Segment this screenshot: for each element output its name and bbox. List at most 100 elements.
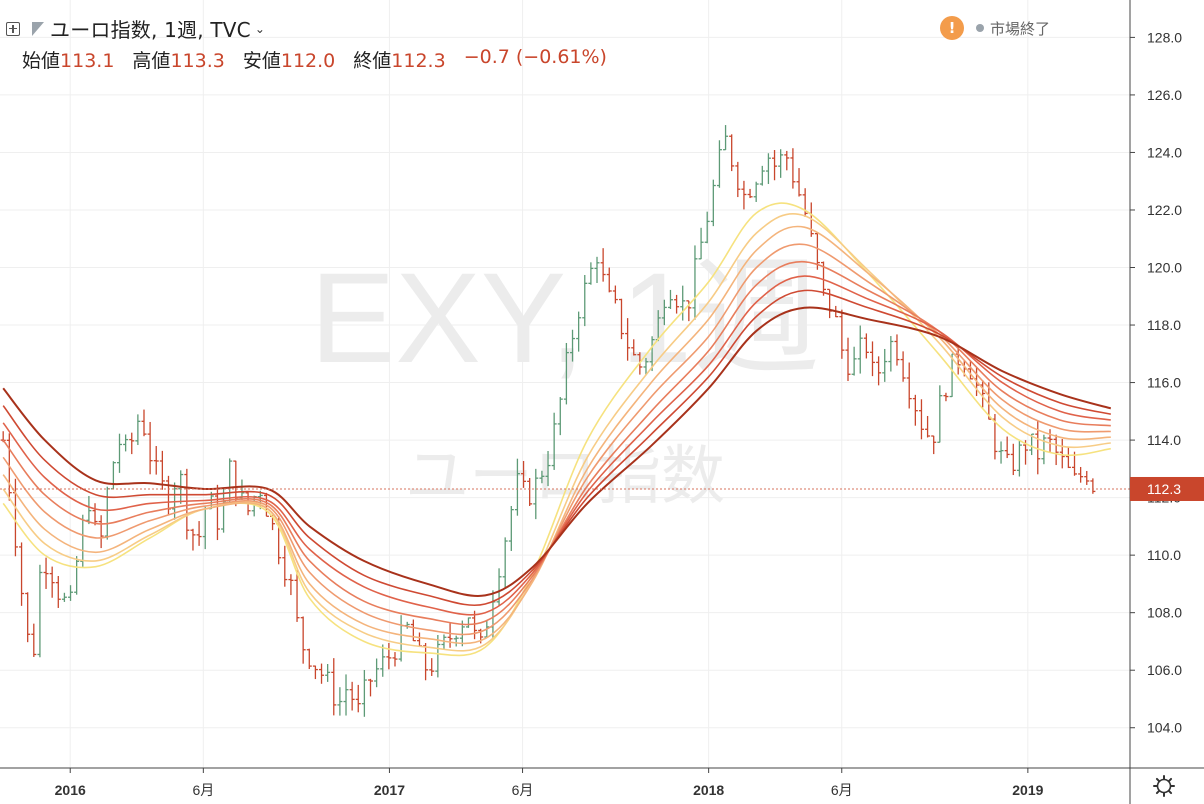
ohlc-bar: [104, 486, 110, 540]
ema-line: [2, 306, 1112, 597]
ohlc-bar: [368, 678, 374, 697]
gear-tooth[interactable]: [1155, 789, 1161, 795]
x-tick-label: 2016: [55, 782, 86, 798]
settings-gear-icon[interactable]: [1153, 775, 1175, 797]
ohlc-bar: [472, 610, 478, 640]
ohlc-bar: [710, 179, 716, 227]
ohlc-bar: [570, 329, 576, 362]
ohlc-bar: [1078, 466, 1084, 483]
ohlc-bar: [1010, 443, 1016, 476]
gear-tooth[interactable]: [1155, 777, 1161, 783]
ohlc-bar: [594, 256, 600, 283]
add-symbol-icon[interactable]: [6, 21, 20, 36]
ohlc-bar: [618, 298, 624, 340]
ohlc-bar: [765, 153, 771, 184]
ohlc-bar: [392, 652, 398, 667]
ohlc-bar: [1041, 434, 1047, 465]
ohlc-bar: [600, 248, 606, 282]
ohlc-bar: [441, 634, 447, 650]
ohlc-bar: [110, 461, 116, 490]
ohlc-bar: [398, 615, 404, 662]
ohlc-bar: [19, 542, 25, 606]
ohlc-bar: [312, 665, 318, 680]
ohlc-bar: [123, 434, 129, 452]
ohlc-bar: [337, 687, 343, 716]
market-status[interactable]: ! 市場終了: [939, 16, 1050, 40]
ohlc-bar: [184, 468, 190, 540]
ohlc-bar: [1029, 433, 1035, 456]
gear-tooth[interactable]: [1167, 789, 1173, 795]
ohlc-bar: [863, 333, 869, 359]
ohlc-bar: [704, 211, 710, 244]
ohlc-bar: [729, 134, 735, 172]
grid: [0, 0, 1130, 768]
time-axis[interactable]: 2016 6月 2017 6月 2018 6月 2019: [0, 767, 1204, 798]
ohlc-bar: [661, 299, 667, 326]
ohlc-bar: [937, 385, 943, 443]
title-row: ユーロ指数, 1週, TVC ⌄: [6, 14, 265, 43]
ohlc-bar: [943, 392, 949, 402]
x-tick-label: 6月: [512, 782, 534, 798]
ohlc-bar: [508, 506, 514, 551]
ohlc-bar: [802, 188, 808, 217]
ohlc-bar: [227, 458, 233, 503]
ohlc-bar: [374, 658, 380, 688]
ohlc-bar: [159, 450, 165, 490]
ohlc-bar: [502, 537, 508, 589]
ohlc-bar: [876, 356, 882, 386]
ohlc-bar: [447, 623, 453, 648]
ohlc-bar: [80, 514, 86, 567]
ohlc-bar: [135, 414, 141, 446]
ohlc-bar: [349, 681, 355, 711]
ohlc-low: 安値112.0: [242, 50, 336, 72]
chevron-down-icon[interactable]: ⌄: [254, 21, 265, 36]
ohlc-bar: [1047, 429, 1053, 453]
ohlc-bar: [735, 161, 741, 198]
ohlc-bar: [435, 634, 441, 678]
ohlc-readout: 始値113.1 高値113.3 安値112.0 終値112.3 −0.7 (−0…: [22, 46, 607, 73]
ohlc-bar: [1084, 470, 1090, 485]
y-tick-label: 120.0: [1147, 260, 1182, 276]
ohlc-bar: [998, 441, 1004, 464]
ohlc-bar: [37, 564, 43, 658]
ohlc-bar: [98, 515, 104, 549]
ohlc-bar: [355, 684, 361, 713]
status-dot-icon: [975, 24, 984, 32]
ohlc-bar: [1016, 439, 1022, 477]
ohlc-bar: [74, 556, 80, 595]
ema-line: [2, 275, 1111, 616]
ohlc-bar: [25, 592, 31, 643]
ohlc-bar: [784, 150, 790, 171]
ohlc-bar: [221, 488, 227, 533]
ohlc-bar: [851, 346, 857, 376]
watermark: EXY, 1週 ユーロ指数: [310, 247, 820, 514]
ohlc-bar: [741, 180, 747, 210]
x-tick-label: 2019: [1012, 782, 1043, 798]
ohlc-bar: [723, 125, 729, 151]
ohlc-bar: [631, 339, 637, 356]
ohlc-bar: [857, 325, 863, 374]
ohlc-bar: [288, 574, 294, 596]
flag-icon[interactable]: [32, 21, 44, 36]
ohlc-bar: [306, 648, 312, 670]
ohlc-bar: [86, 496, 92, 525]
ohlc-bar: [129, 432, 135, 455]
ohlc-bar: [539, 470, 545, 484]
ohlc-bar: [557, 397, 563, 436]
ohlc-bar: [674, 294, 680, 314]
ohlc-bar: [790, 148, 796, 189]
price-axis[interactable]: 104.0106.0108.0110.0112.0114.0116.0118.0…: [1129, 0, 1182, 804]
ohlc-bar: [906, 362, 912, 409]
gear-tooth[interactable]: [1167, 777, 1173, 783]
symbol-title[interactable]: ユーロ指数, 1週, TVC: [50, 18, 251, 42]
y-tick-label: 104.0: [1147, 720, 1182, 736]
ohlc-bar: [453, 635, 459, 647]
ohlc-bar: [31, 623, 37, 657]
ohlc-bar: [331, 658, 337, 716]
y-tick-label: 110.0: [1147, 547, 1181, 563]
ohlc-bar: [900, 351, 906, 382]
ohlc-bar: [582, 274, 588, 327]
warning-icon[interactable]: !: [939, 16, 964, 40]
ohlc-bar: [912, 394, 918, 426]
